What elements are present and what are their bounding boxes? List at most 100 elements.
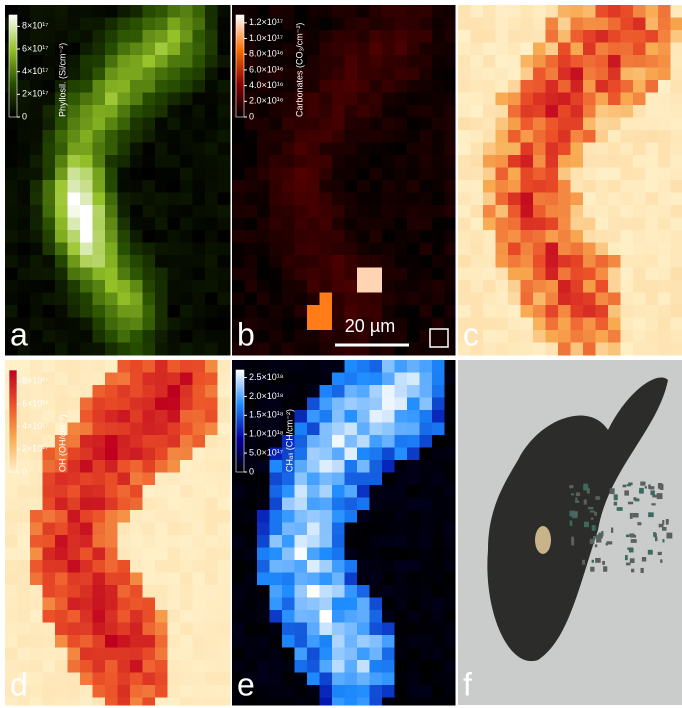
pixel [369,192,383,206]
pixel [167,672,181,686]
pixel [369,422,383,436]
pixel [608,30,621,43]
pixel [382,522,395,536]
debris [610,527,614,533]
pixel [217,280,231,293]
pixel [344,547,358,561]
pixel [533,330,546,343]
pixel [558,130,571,143]
debris [594,544,598,548]
pixel [167,155,181,168]
pixel [483,105,496,118]
pixel [192,435,206,448]
pixel [620,205,634,218]
pixel [67,535,81,548]
pixel [5,292,18,306]
pixel [407,447,420,461]
pixel [583,117,596,131]
pixel [495,142,509,156]
pixel [307,192,320,206]
pixel [80,610,93,623]
pixel [167,242,181,256]
pixel [167,342,181,356]
pixel [105,105,118,118]
pixel [407,155,420,168]
pixel [444,242,456,256]
pixel [105,635,118,648]
pixel [67,660,81,673]
pixel [105,92,118,106]
pixel [394,17,408,31]
pixel [432,397,445,411]
colorbar-label: Phyllosil. (Si/cm⁻²) [57,43,67,117]
pixel [17,105,31,118]
pixel [432,55,445,68]
pixel [344,92,358,106]
pixel [595,155,609,168]
pixel [232,230,245,243]
pixel [269,622,283,636]
pixel [407,130,420,143]
pixel [117,397,131,411]
pixel [558,205,571,218]
pixel [394,547,408,561]
pixel [205,55,218,68]
pixel [42,167,56,181]
pixel [583,255,596,268]
pixel [545,192,559,206]
pixel [369,92,383,106]
pixel [67,92,81,106]
pixel [282,230,295,243]
pixel [520,155,534,168]
pixel [520,55,534,68]
pixel [633,230,646,243]
pixel [444,660,456,673]
pixel [30,167,43,181]
pixel [394,55,408,68]
pixel [407,510,420,523]
pixel [257,142,270,156]
pixel [80,142,93,156]
pixel [244,622,258,636]
pixel [42,230,56,243]
pixel [645,155,659,168]
pixel [17,42,31,56]
pixel [130,30,143,43]
pixel [55,572,68,586]
pixel [495,205,509,218]
pixel [142,372,156,386]
pixel [394,385,408,398]
pixel [545,242,559,256]
pixel [307,397,320,411]
pixel [180,67,193,81]
pixel [42,497,56,511]
pixel [105,522,118,536]
pixel [294,585,308,598]
pixel [645,30,659,43]
pixel [167,280,181,293]
pixel [217,572,231,586]
pixel [658,42,671,56]
pixel [269,572,283,586]
pixel [595,192,609,206]
pixel [382,397,395,411]
pixel [42,510,56,523]
pixel [130,180,143,193]
debris [665,519,669,525]
pixel [205,460,218,473]
pixel [232,660,245,673]
pixel [17,255,31,268]
pixel [55,647,68,661]
pixel [608,342,621,356]
pixel [332,105,345,118]
pixel [357,460,370,473]
pixel [558,317,571,331]
pixel [80,205,93,218]
pixel [432,497,445,511]
pixel [232,317,245,331]
pixel [205,180,218,193]
pixel [319,205,333,218]
pixel [167,585,181,598]
pixel [332,117,345,131]
pixel [307,267,320,281]
